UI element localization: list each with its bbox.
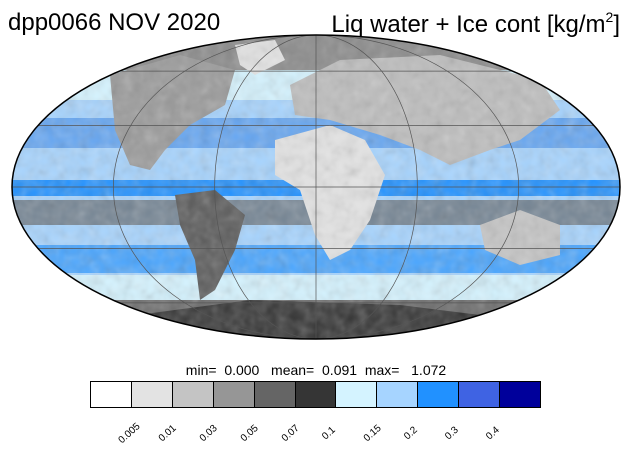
mean-label: mean= [271,362,315,378]
min-label: min= [185,362,217,378]
colorbar-swatch [500,382,540,407]
variable-title-sup: 2 [605,9,614,25]
max-value: 1.072 [411,362,447,378]
map-outline [11,34,621,340]
stats-line: min= 0.000 mean= 0.091 max= 1.072 [0,362,632,378]
colorbar-swatch [377,382,419,407]
min-value: 0.000 [224,362,260,378]
colorbar-swatch [295,382,337,407]
variable-title-text: Liq water + Ice cont [kg/m [331,11,606,38]
plot-title: dpp0066 NOV 2020 [8,9,221,36]
colorbar-swatch [213,382,255,407]
variable-title: Liq water + Ice cont [kg/m2] [331,9,620,39]
variable-title-suffix: ] [613,11,620,38]
colorbar-swatch [254,382,296,407]
colorbar-swatch [131,382,173,407]
colorbar [90,381,541,408]
colorbar-swatch [459,382,501,407]
colorbar-swatch [418,382,460,407]
max-label: max= [364,362,400,378]
mean-value: 0.091 [322,362,358,378]
colorbar-swatch [172,382,214,407]
colorbar-swatch [91,382,132,407]
colorbar-swatch [336,382,378,407]
